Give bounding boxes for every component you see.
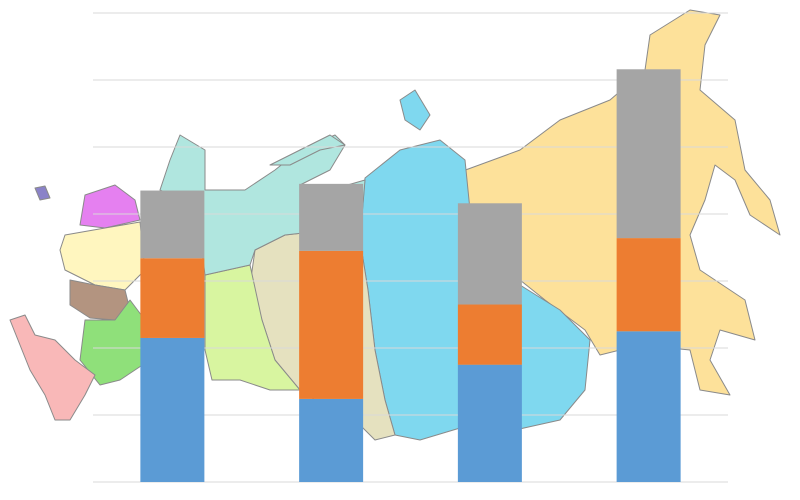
bar-segment — [616, 238, 681, 332]
bar-segment — [457, 203, 522, 305]
bar-segment — [299, 183, 364, 251]
bar-segment — [616, 331, 681, 482]
bar-segment — [457, 304, 522, 365]
bars — [140, 69, 681, 482]
bar-segment — [299, 398, 364, 482]
bar-segment — [140, 337, 205, 482]
bar-segment — [140, 190, 205, 259]
bar-segment — [140, 258, 205, 338]
bar-segment — [299, 250, 364, 399]
bar-segment — [457, 364, 522, 482]
bar-segment — [616, 69, 681, 239]
